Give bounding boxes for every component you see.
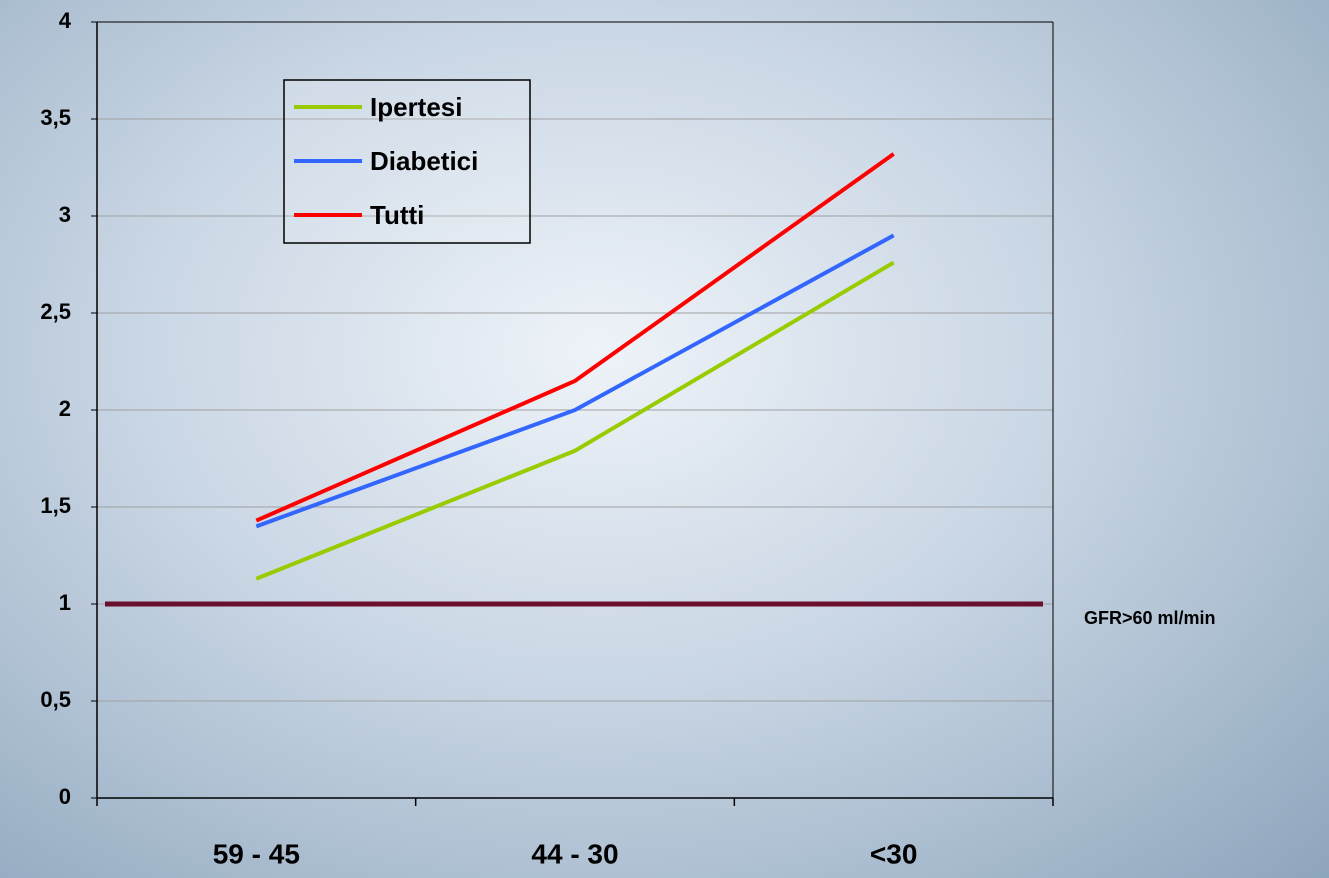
- y-tick-label: 0,5: [40, 687, 71, 712]
- y-tick-label: 1: [59, 590, 71, 615]
- legend-label: Ipertesi: [370, 92, 463, 122]
- y-tick-label: 4: [59, 8, 72, 33]
- y-tick-label: 1,5: [40, 493, 71, 518]
- x-tick-label: 44 - 30: [531, 838, 618, 869]
- legend-label: Tutti: [370, 200, 424, 230]
- y-tick-label: 2,5: [40, 299, 71, 324]
- y-tick-label: 3,5: [40, 105, 71, 130]
- legend-label: Diabetici: [370, 146, 478, 176]
- series-line: [256, 263, 893, 579]
- y-tick-label: 2: [59, 396, 71, 421]
- x-tick-label: <30: [870, 838, 918, 869]
- y-tick-label: 0: [59, 784, 71, 809]
- reference-label: GFR>60 ml/min: [1084, 608, 1216, 628]
- y-tick-label: 3: [59, 202, 71, 227]
- chart: 0 0,5 1 1,5 2 2,5 3 3,5 4 59 - 45 44 - 30 <30 GFR>60…: [0, 0, 1329, 878]
- x-tick-label: 59 - 45: [213, 838, 300, 869]
- slide: 0 0,5 1 1,5 2 2,5 3 3,5 4 59 - 45 44 - 30 <30 GFR>60…: [0, 0, 1329, 878]
